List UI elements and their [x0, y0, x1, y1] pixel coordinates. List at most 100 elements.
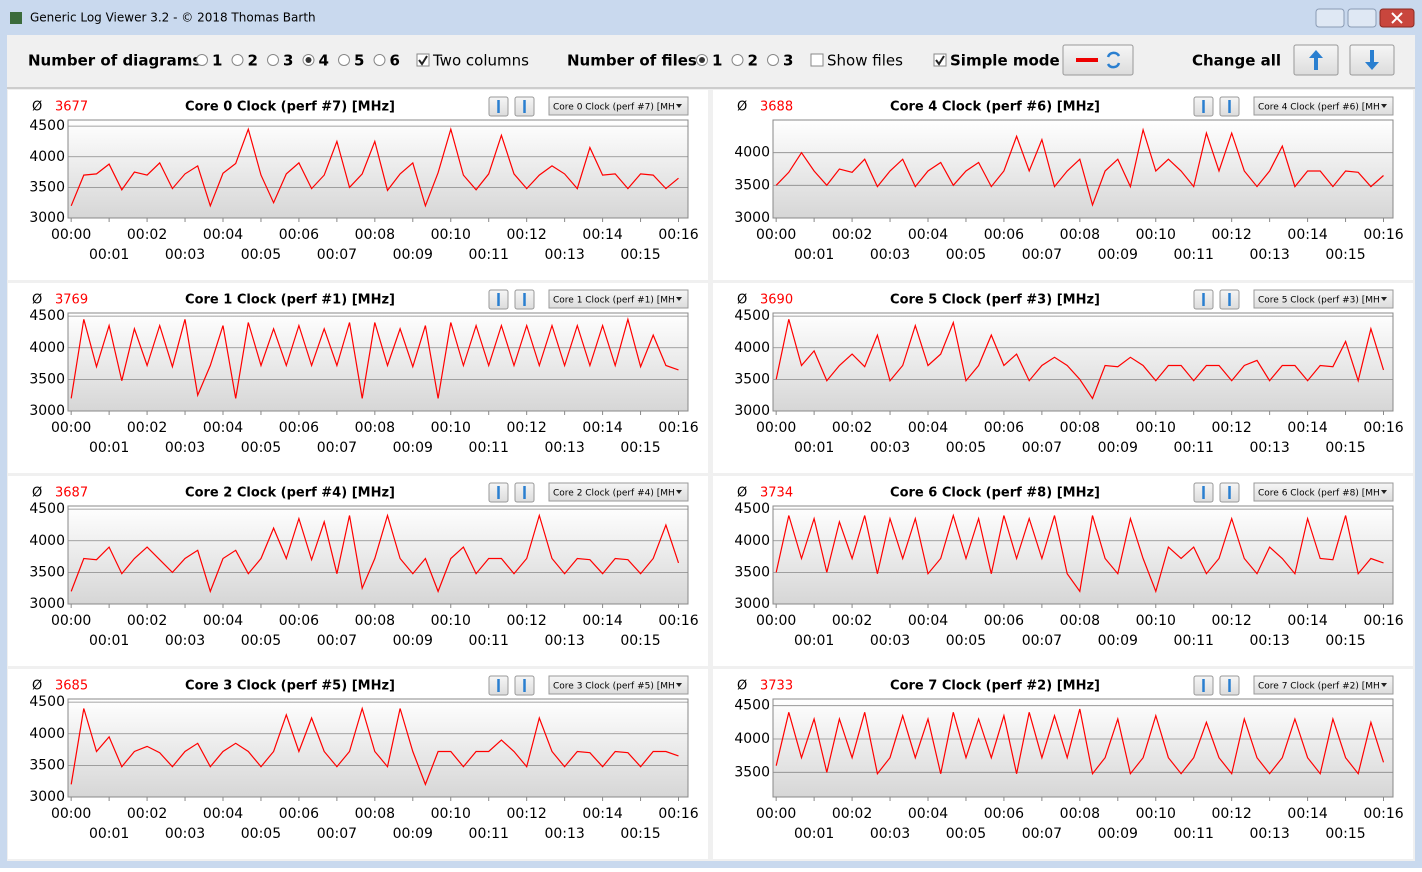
x-tick-label: 00:16 — [1363, 806, 1403, 822]
x-tick-label: 00:16 — [658, 227, 698, 243]
x-tick-label: 00:14 — [582, 806, 622, 822]
x-tick-label: 00:15 — [620, 633, 660, 649]
diagrams-label: Number of diagrams — [28, 52, 201, 70]
maximize-button[interactable] — [1347, 8, 1377, 28]
x-tick-label: 00:11 — [1174, 440, 1214, 456]
x-tick-label: 00:03 — [870, 440, 910, 456]
x-tick-label: 00:12 — [506, 420, 546, 436]
series-dropdown[interactable] — [548, 289, 689, 309]
radio[interactable] — [231, 54, 244, 66]
x-tick-label: 00:16 — [1363, 227, 1403, 243]
diagram-panel: Ø 3688 Core 4 Clock (perf #6) [MHz] Core 4 … — [713, 90, 1413, 280]
dropdown-arrow — [676, 490, 682, 494]
radio[interactable] — [196, 54, 208, 66]
x-tick-label: 00:02 — [832, 806, 872, 822]
x-tick-label: 00:06 — [279, 613, 319, 629]
x-tick-label: 00:15 — [1325, 247, 1365, 263]
radio[interactable] — [731, 54, 744, 66]
x-tick-label: 00:01 — [794, 826, 834, 842]
x-tick-label: 00:15 — [1325, 440, 1365, 456]
y-tick-label: 3000 — [29, 789, 65, 805]
x-tick-label: 00:03 — [870, 633, 910, 649]
radio-label: 1 — [212, 52, 222, 70]
x-tick-label: 00:02 — [832, 227, 872, 243]
diagram-title: Core 3 Clock (perf #5) [MHz] — [185, 679, 395, 694]
x-tick-label: 00:01 — [794, 247, 834, 263]
y-tick-label: 4000 — [29, 533, 65, 549]
x-tick-label: 00:10 — [1136, 613, 1176, 629]
radio-label: 3 — [783, 52, 793, 70]
radio[interactable] — [767, 54, 779, 66]
x-tick-label: 00:15 — [620, 440, 660, 456]
x-tick-label: 00:06 — [984, 227, 1024, 243]
data-line — [70, 513, 680, 594]
x-tick-label: 00:05 — [946, 826, 986, 842]
radio-label: 5 — [354, 52, 364, 70]
x-tick-label: 00:03 — [165, 826, 205, 842]
x-tick-label: 00:03 — [165, 633, 205, 649]
x-tick-label: 00:02 — [127, 420, 167, 436]
toolbar: Number of diagrams 1 2 3 4 5 6 Two columns Numbe… — [7, 44, 1415, 89]
y-tick-label: 3500 — [29, 179, 65, 195]
checkbox[interactable] — [810, 53, 824, 67]
x-tick-label: 00:08 — [355, 227, 395, 243]
x-tick-label: 00:02 — [127, 227, 167, 243]
minimize-button[interactable] — [1315, 8, 1345, 28]
series-dropdown[interactable] — [1253, 96, 1394, 116]
dropdown-text: Core 2 Clock (perf #4) [MH — [553, 489, 675, 499]
y-tick-label: 3000 — [29, 403, 65, 419]
x-tick-label: 00:03 — [870, 247, 910, 263]
x-tick-label: 00:01 — [89, 440, 129, 456]
plot-area — [67, 505, 689, 605]
dropdown-text: Core 6 Clock (perf #8) [MH — [1258, 489, 1380, 499]
dropdown-text: Core 4 Clock (perf #6) [MH — [1258, 103, 1380, 113]
radio[interactable] — [267, 54, 279, 66]
y-tick-label: 3000 — [734, 596, 770, 612]
x-tick-label: 00:04 — [203, 227, 243, 243]
data-line — [775, 319, 1385, 400]
radio-label: 2 — [748, 52, 758, 70]
radio[interactable] — [373, 54, 386, 66]
x-tick-label: 00:14 — [1287, 613, 1327, 629]
series-dropdown[interactable] — [548, 675, 689, 695]
x-tick-label: 00:10 — [1136, 420, 1176, 436]
x-tick-label: 00:00 — [51, 420, 91, 436]
x-tick-label: 00:12 — [1211, 613, 1251, 629]
series-dropdown[interactable] — [548, 96, 689, 116]
data-line — [775, 127, 1384, 207]
avg-symbol: Ø — [737, 679, 747, 694]
x-tick-label: 00:00 — [51, 227, 91, 243]
x-tick-label: 00:05 — [241, 826, 281, 842]
radio[interactable] — [338, 54, 350, 66]
x-tick-label: 00:13 — [1249, 247, 1289, 263]
arrow-icon — [1365, 50, 1379, 70]
series-dropdown[interactable] — [548, 482, 689, 502]
diagram-panel: Ø 3733 Core 7 Clock (perf #2) [MHz] Core 7 … — [713, 669, 1413, 859]
y-tick-label: 3500 — [734, 371, 770, 387]
y-tick-label: 4000 — [734, 533, 770, 549]
plot-area — [67, 698, 689, 798]
x-tick-label: 00:09 — [393, 633, 433, 649]
avg-symbol: Ø — [737, 486, 747, 501]
series-dropdown[interactable] — [1253, 675, 1394, 695]
window-title: Generic Log Viewer 3.2 - © 2018 Thomas B… — [30, 11, 316, 25]
data-line — [70, 706, 679, 787]
dropdown-arrow — [1381, 683, 1387, 687]
dropdown-text: Core 1 Clock (perf #1) [MH — [553, 296, 675, 306]
plot-area — [772, 698, 1394, 798]
x-tick-label: 00:00 — [756, 613, 796, 629]
diagram-panel: Ø 3690 Core 5 Clock (perf #3) [MHz] Core 5 … — [713, 283, 1413, 473]
y-tick-label: 4000 — [734, 340, 770, 356]
x-tick-label: 00:16 — [1363, 420, 1403, 436]
series-dropdown[interactable] — [1253, 482, 1394, 502]
y-tick-label: 3000 — [734, 210, 770, 226]
x-tick-label: 00:08 — [1060, 420, 1100, 436]
series-dropdown[interactable] — [1253, 289, 1394, 309]
x-tick-label: 00:07 — [317, 247, 357, 263]
dropdown-text: Core 7 Clock (perf #2) [MH — [1258, 682, 1380, 692]
x-tick-label: 00:16 — [658, 806, 698, 822]
radio-label: 2 — [248, 52, 258, 70]
plot-area — [67, 119, 689, 219]
x-tick-label: 00:01 — [794, 633, 834, 649]
